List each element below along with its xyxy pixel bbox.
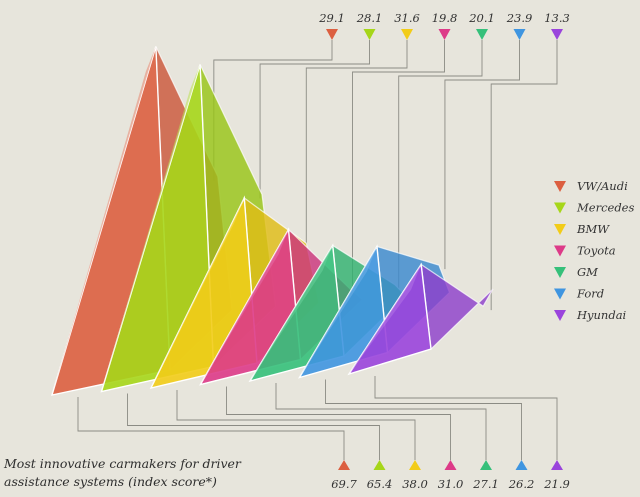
marker-front-triangle-gm xyxy=(480,460,492,470)
prism-ridge-mercedes xyxy=(101,64,201,392)
leader-back-ford xyxy=(444,40,520,270)
legend-swatch-mercedes xyxy=(554,202,566,214)
legend-swatch-toyota xyxy=(554,245,566,257)
prism-ridge-toyota xyxy=(200,229,289,385)
leader-front-ford xyxy=(325,379,522,460)
prism-ridge-ford xyxy=(299,246,377,378)
chart-caption: Most innovative carmakers for driver ass… xyxy=(4,456,241,489)
leader-back-toyota xyxy=(352,40,445,294)
leader-back-hyundai xyxy=(490,40,558,311)
value-back-bmw: 31.6 xyxy=(394,11,420,25)
marker-back-ford xyxy=(513,29,526,40)
prism-ridge-vw-audi xyxy=(52,46,156,395)
marker-back-hyundai xyxy=(551,29,563,40)
prism-hyundai xyxy=(347,262,494,376)
prism-ridge-hyundai xyxy=(349,264,422,374)
marker-back-bmw xyxy=(401,29,413,40)
value-back-mercedes: 28.1 xyxy=(356,11,383,25)
marker-back-toyota xyxy=(438,29,451,40)
leader-front-gm xyxy=(275,383,487,460)
leader-lines xyxy=(77,40,558,460)
value-front-ford: 26.2 xyxy=(508,477,535,491)
prism-layer xyxy=(50,46,494,396)
value-back-ford: 23.9 xyxy=(506,11,533,25)
legend: VW/Audi Mercedes BMW Toyota GM Ford Hyundai xyxy=(554,179,634,322)
legend-label-vw-audi: VW/Audi xyxy=(577,179,628,193)
leader-front-bmw xyxy=(176,390,416,460)
value-front-hyundai: 21.9 xyxy=(543,477,570,491)
legend-swatch-bmw xyxy=(554,224,566,235)
marker-front-triangle-vw-audi xyxy=(338,460,350,470)
legend-label-ford: Ford xyxy=(576,287,604,301)
value-front-bmw: 38.0 xyxy=(402,477,428,491)
prism-ridge-bmw xyxy=(151,198,245,388)
marker-front-triangle-ford xyxy=(515,460,528,470)
legend-swatch-hyundai xyxy=(554,310,566,321)
marker-front-triangle-bmw xyxy=(409,460,421,470)
value-back-hyundai: 13.3 xyxy=(544,11,570,25)
marker-front-triangle-hyundai xyxy=(551,460,563,470)
legend-swatch-gm xyxy=(554,267,566,278)
leader-front-toyota xyxy=(226,386,451,460)
value-front-gm: 27.1 xyxy=(472,477,499,491)
leader-back-gm xyxy=(398,40,483,289)
legend-label-gm: GM xyxy=(577,265,599,279)
legend-label-toyota: Toyota xyxy=(577,244,616,258)
prism-side-hyundai xyxy=(420,263,494,351)
marker-front-triangle-mercedes xyxy=(373,460,386,470)
value-markers: 69.7 29.1 65.4 28.1 38.0 31.6 31.0 19.8 27.1 20.1… xyxy=(318,11,570,491)
marker-back-vw-audi xyxy=(326,29,338,40)
legend-swatch-ford xyxy=(554,288,566,300)
value-front-toyota: 31.0 xyxy=(438,477,464,491)
marker-front-triangle-toyota xyxy=(444,460,457,470)
legend-label-hyundai: Hyundai xyxy=(576,308,627,322)
marker-back-mercedes xyxy=(363,29,376,40)
leader-front-vw-audi xyxy=(77,397,345,460)
leader-front-mercedes xyxy=(127,393,380,460)
legend-swatch-vw-audi xyxy=(554,181,566,192)
leader-back-bmw xyxy=(305,40,408,248)
prism-ridge-gm xyxy=(250,245,333,381)
leader-back-mercedes xyxy=(259,40,370,199)
leader-front-hyundai xyxy=(374,376,558,460)
value-front-vw-audi: 69.7 xyxy=(331,477,357,491)
value-back-toyota: 19.8 xyxy=(432,11,458,25)
legend-label-mercedes: Mercedes xyxy=(576,201,634,215)
legend-label-bmw: BMW xyxy=(576,222,610,236)
value-back-vw-audi: 29.1 xyxy=(318,11,345,25)
value-back-gm: 20.1 xyxy=(468,11,495,25)
marker-back-gm xyxy=(476,29,488,40)
value-front-mercedes: 65.4 xyxy=(367,477,393,491)
